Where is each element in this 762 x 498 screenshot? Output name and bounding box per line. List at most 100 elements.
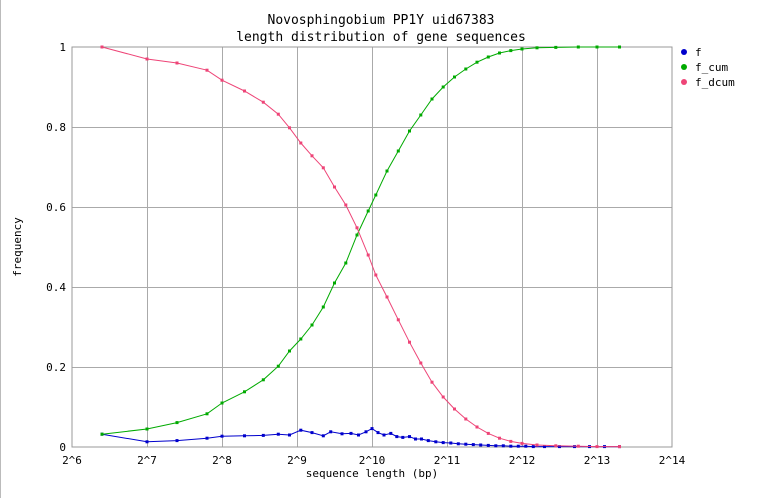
legend-item-f: f [681, 46, 702, 59]
data-point-f_dcum [261, 100, 265, 104]
data-point-f_dcum [310, 154, 314, 158]
data-point-f [364, 430, 368, 434]
chart-title: Novosphingobium PP1Y uid67383 [268, 13, 495, 28]
data-point-f [456, 442, 460, 446]
data-point-f_cum [321, 305, 325, 309]
data-point-f_dcum [520, 441, 524, 445]
data-point-f_dcum [430, 380, 434, 384]
data-point-f [414, 437, 417, 441]
data-point-f_cum [419, 113, 423, 117]
data-point-f_cum [576, 45, 580, 49]
data-point-f_cum [441, 85, 445, 89]
y-tick-label: 0.6 [46, 201, 66, 214]
x-tick-label: 2^13 [584, 454, 611, 467]
data-point-f_cum [430, 97, 434, 101]
data-point-f [329, 430, 333, 434]
chart-subtitle: length distribution of gene sequences [236, 30, 526, 45]
data-point-f_cum [276, 364, 280, 368]
data-point-f_dcum [205, 68, 209, 72]
data-point-f_dcum [333, 185, 336, 189]
data-point-f [558, 445, 561, 449]
x-axis-label: sequence length (bp) [306, 467, 438, 480]
data-point-f [395, 435, 399, 439]
data-point-f [464, 442, 468, 446]
legend-marker [681, 49, 687, 55]
data-point-f [408, 435, 411, 439]
data-point-f [471, 443, 475, 447]
series-f_dcum [100, 45, 621, 449]
legend-label: f [695, 46, 702, 59]
data-point-f [357, 433, 360, 437]
data-point-f [321, 434, 325, 438]
data-point-f [205, 436, 209, 440]
data-point-f [340, 432, 344, 436]
data-point-f [434, 440, 438, 444]
data-point-f_cum [408, 129, 411, 133]
legend-item-f_cum: f_cum [681, 61, 728, 74]
data-point-f [531, 445, 535, 449]
x-tick-label: 2^7 [137, 454, 157, 467]
grid [72, 47, 672, 447]
legend-marker [681, 64, 687, 70]
x-tick-label: 2^12 [509, 454, 536, 467]
data-point-f [426, 439, 430, 443]
data-point-f_cum [486, 55, 490, 59]
data-point-f [382, 433, 386, 437]
y-axis-label: frequency [11, 217, 24, 277]
data-point-f_cum [355, 233, 359, 237]
series-layer [100, 45, 621, 449]
data-point-f_dcum [486, 431, 490, 435]
data-point-f [501, 444, 505, 448]
data-point-f_dcum [396, 318, 400, 322]
series-f_cum [100, 45, 621, 436]
data-point-f_dcum [145, 57, 149, 61]
data-point-f_dcum [618, 445, 621, 449]
data-point-f_cum [299, 337, 303, 341]
data-point-f_dcum [175, 61, 179, 65]
data-point-f_cum [554, 45, 558, 49]
data-point-f_dcum [385, 295, 389, 299]
data-point-f [516, 444, 520, 448]
data-point-f_dcum [344, 203, 348, 207]
data-point-f_dcum [321, 166, 325, 170]
data-point-f_dcum [554, 444, 558, 448]
data-point-f [524, 444, 528, 448]
data-point-f_cum [385, 169, 389, 173]
data-point-f_dcum [366, 253, 370, 257]
data-point-f_cum [261, 378, 265, 382]
data-point-f_dcum [475, 425, 479, 429]
y-tick-label: 0.4 [46, 281, 66, 294]
data-point-f_dcum [464, 417, 468, 421]
data-point-f [220, 434, 224, 438]
x-tick-label: 2^8 [212, 454, 232, 467]
data-point-f_dcum [374, 273, 378, 277]
data-point-f_cum [333, 281, 336, 285]
data-point-f [175, 439, 179, 443]
data-point-f_dcum [509, 439, 513, 443]
y-tick-label: 0.2 [46, 361, 66, 374]
data-point-f_dcum [498, 436, 501, 440]
data-point-f_cum [205, 412, 209, 416]
data-point-f_dcum [100, 45, 104, 49]
data-point-f_dcum [441, 395, 445, 399]
data-point-f_cum [145, 427, 149, 431]
legend: f f_cum f_dcum [681, 46, 735, 89]
y-tick-label: 0 [59, 441, 66, 454]
data-point-f_cum [220, 401, 224, 405]
legend-marker [681, 79, 687, 85]
data-point-f_dcum [243, 89, 246, 93]
data-point-f_dcum [355, 226, 359, 230]
data-point-f [370, 427, 374, 431]
data-point-f_cum [475, 60, 479, 64]
data-point-f [145, 440, 149, 444]
data-point-f [349, 431, 353, 435]
data-point-f [288, 433, 291, 437]
data-point-f_dcum [220, 78, 224, 82]
tick-labels: 2^6 2^7 2^8 2^9 2^10 2^11 2^12 2^13 2^14 0 0.2 0.4 0… [46, 41, 685, 467]
x-tick-label: 2^10 [359, 454, 386, 467]
data-point-f_cum [464, 67, 468, 71]
plot-area-border [71, 46, 673, 448]
data-point-f [389, 431, 393, 435]
data-point-f_cum [509, 49, 513, 53]
